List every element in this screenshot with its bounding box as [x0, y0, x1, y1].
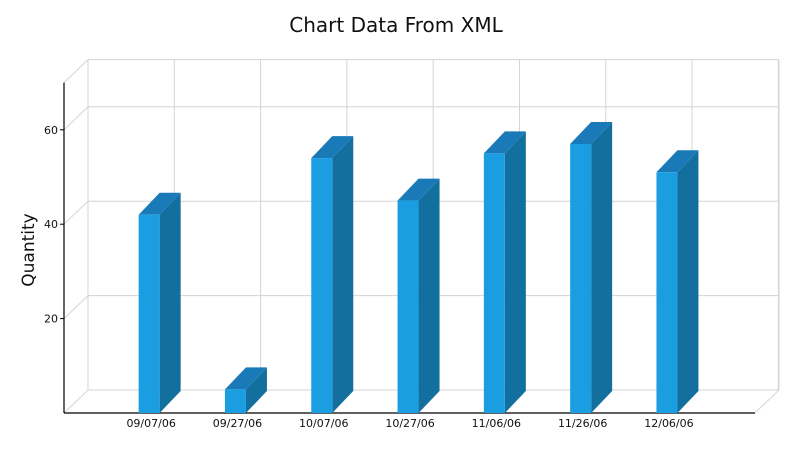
- bar-top: [570, 121, 613, 144]
- bar: [311, 158, 333, 413]
- bar: [224, 389, 246, 413]
- bar: [138, 214, 160, 413]
- bar-side: [591, 121, 613, 414]
- x-tick-label: 12/06/06: [644, 417, 693, 430]
- grid-line-horizontal: [63, 106, 779, 131]
- x-tick-label: 11/26/06: [558, 417, 607, 430]
- y-tick-label: 40: [44, 218, 58, 231]
- bar-top: [311, 136, 354, 159]
- y-tick-label: 20: [44, 313, 58, 326]
- bar-side: [418, 178, 440, 413]
- bar-top: [656, 150, 699, 173]
- grid-line-horizontal: [63, 389, 779, 414]
- y-tick-label: 60: [44, 124, 58, 137]
- floor-edge: [754, 389, 780, 414]
- x-tick-labels: 09/07/06 09/27/06 10/07/06 10/27/06 11/06/06…: [126, 417, 693, 430]
- y-axis-label: Quantity: [19, 213, 39, 286]
- x-tick-label: 09/27/06: [213, 417, 262, 430]
- bar-side: [504, 131, 526, 413]
- bar: [397, 200, 419, 413]
- chart-title: Chart Data From XML: [289, 13, 503, 37]
- bar: [656, 172, 678, 413]
- y-tick-labels: 20 40 60: [44, 124, 58, 326]
- bar: [483, 153, 505, 413]
- bar-side: [332, 136, 354, 413]
- bar-top: [138, 192, 181, 215]
- bar: [570, 143, 592, 413]
- x-tick-label: 11/06/06: [472, 417, 521, 430]
- bar-top: [397, 178, 440, 201]
- bar-top: [224, 367, 267, 390]
- x-tick-label: 10/07/06: [299, 417, 348, 430]
- bars: [138, 121, 699, 414]
- bar-side: [677, 150, 699, 413]
- bar-top: [483, 131, 526, 154]
- bar-side: [245, 367, 267, 413]
- grid-line-horizontal: [63, 200, 779, 225]
- bar-side: [159, 192, 181, 413]
- grid-line-horizontal: [63, 59, 779, 83]
- grid-line-horizontal: [63, 295, 779, 319]
- x-tick-label: 09/07/06: [126, 417, 175, 430]
- x-tick-label: 10/27/06: [385, 417, 434, 430]
